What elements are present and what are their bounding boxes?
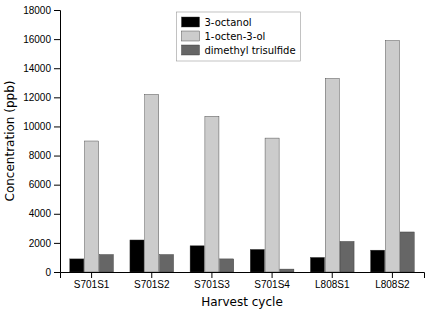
y-tick-label: 10000 <box>23 121 51 132</box>
y-tick: 10000 <box>23 121 60 132</box>
x-tick-label: S701S2 <box>134 279 170 290</box>
y-tick: 0 <box>45 267 60 278</box>
y-tick-mark <box>54 68 60 69</box>
y-tick-label: 2000 <box>29 238 52 249</box>
x-tick-mark <box>392 272 393 278</box>
x-tick: L808S1 <box>315 272 350 290</box>
y-tick-label: 16000 <box>23 34 51 45</box>
y-axis: 0 2000 4000 6000 8000 10000 12000 14000 16000 180… <box>23 5 60 278</box>
y-tick-label: 12000 <box>23 92 51 103</box>
bar <box>385 41 399 272</box>
x-tick: L808S2 <box>375 272 410 290</box>
bar <box>325 78 339 272</box>
y-tick-label: 8000 <box>29 150 52 161</box>
x-tick-label: S701S1 <box>74 279 110 290</box>
bar <box>220 259 234 272</box>
bars <box>70 41 414 272</box>
y-tick-mark <box>54 10 60 11</box>
y-tick: 2000 <box>29 238 60 249</box>
y-axis-line <box>54 11 61 273</box>
y-tick-mark <box>54 97 60 98</box>
x-axis-title: Harvest cycle <box>201 295 283 309</box>
x-tick-mark <box>272 272 273 278</box>
y-tick-label: 14000 <box>23 63 51 74</box>
legend-swatch <box>181 31 199 41</box>
x-axis: S701S1 S701S2 S701S3 S701S4 L808S1 L808S2 <box>61 272 425 290</box>
bar <box>160 255 174 272</box>
x-tick-label: L808S2 <box>375 279 410 290</box>
y-axis-title: Concentration (ppb) <box>3 81 17 202</box>
x-tick: S701S3 <box>194 272 230 290</box>
bar <box>340 241 354 272</box>
y-tick: 14000 <box>23 63 60 74</box>
plot: 0 2000 4000 6000 8000 10000 12000 14000 16000 180… <box>23 5 424 290</box>
y-tick-label: 0 <box>45 267 51 278</box>
bar <box>280 269 294 272</box>
y-tick-label: 6000 <box>29 179 52 190</box>
x-tick: S701S4 <box>254 272 290 290</box>
y-tick: 18000 <box>23 5 60 16</box>
x-tick-mark <box>332 272 333 278</box>
x-tick-label: L808S1 <box>315 279 350 290</box>
x-tick-mark <box>211 272 212 278</box>
bar <box>145 94 159 272</box>
y-tick-mark <box>54 39 60 40</box>
y-tick-mark <box>54 156 60 157</box>
legend: 3-octanol 1-octen-3-ol dimethyl trisulfide <box>176 12 300 61</box>
legend-item: 3-octanol <box>181 17 251 28</box>
x-tick-label: S701S4 <box>254 279 290 290</box>
y-tick: 6000 <box>29 179 60 190</box>
bar <box>130 240 144 272</box>
x-tick: S701S1 <box>74 272 110 290</box>
bar <box>400 232 414 272</box>
y-tick-mark <box>54 243 60 244</box>
legend-swatch <box>181 17 199 27</box>
y-tick-label: 18000 <box>23 5 51 16</box>
legend-item: 1-octen-3-ol <box>181 31 265 42</box>
bar <box>265 138 279 272</box>
y-tick-mark <box>54 214 60 215</box>
y-tick-mark <box>54 126 60 127</box>
y-tick-mark <box>54 272 60 273</box>
bar <box>205 116 219 272</box>
bar <box>250 249 264 272</box>
legend-swatch <box>181 45 199 55</box>
x-tick-mark <box>151 272 152 278</box>
bar-series <box>99 232 414 272</box>
bar <box>85 141 99 272</box>
x-tick-label: S701S3 <box>194 279 230 290</box>
y-tick: 12000 <box>23 92 60 103</box>
y-tick: 4000 <box>29 208 60 219</box>
bar <box>70 259 84 272</box>
x-tick-mark <box>91 272 92 278</box>
y-tick: 16000 <box>23 34 60 45</box>
x-axis-line <box>61 273 425 279</box>
y-tick: 8000 <box>29 150 60 161</box>
bar-series <box>85 41 400 272</box>
bar <box>371 250 385 272</box>
y-tick-mark <box>54 185 60 186</box>
legend-label: dimethyl trisulfide <box>204 45 295 56</box>
legend-frame <box>176 12 300 61</box>
legend-label: 1-octen-3-ol <box>204 31 265 42</box>
y-tick-label: 4000 <box>29 208 52 219</box>
bar <box>99 255 113 272</box>
chart: 0 2000 4000 6000 8000 10000 12000 14000 16000 180… <box>0 0 436 314</box>
legend-label: 3-octanol <box>204 17 251 28</box>
bar <box>190 246 204 272</box>
legend-item: dimethyl trisulfide <box>181 45 295 56</box>
x-tick: S701S2 <box>134 272 170 290</box>
bar <box>310 257 324 272</box>
